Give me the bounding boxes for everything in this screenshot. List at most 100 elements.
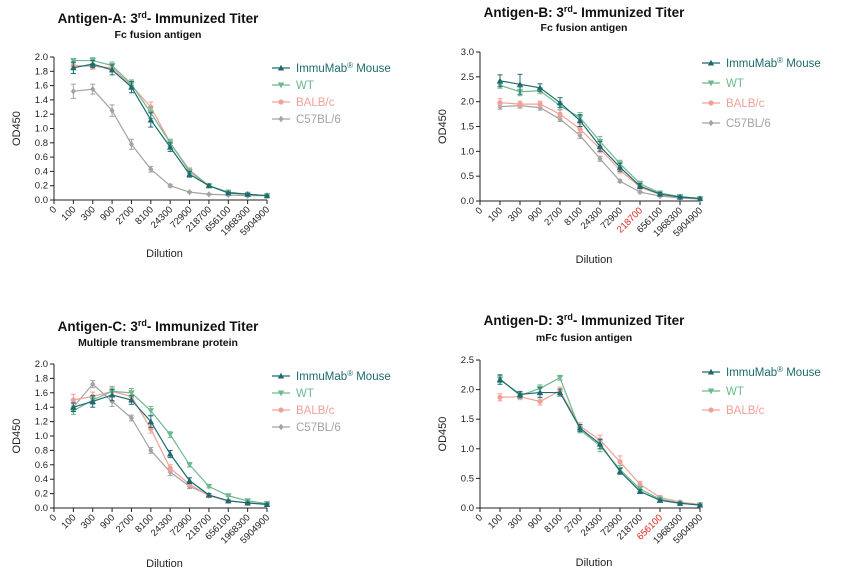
data-point <box>128 414 135 422</box>
legend-marker <box>277 390 285 397</box>
legend-label: BALB/c <box>296 97 335 109</box>
x-tick-label: 0 <box>48 512 60 524</box>
x-tick-label: 300 <box>506 205 525 224</box>
series-immumab-mouse <box>496 73 704 202</box>
chart-title: Antigen-A: 3rd- Immunized Titer <box>58 10 260 26</box>
x-tick-label: 300 <box>79 512 98 531</box>
series-line <box>73 63 268 197</box>
data-point <box>556 389 564 396</box>
data-point <box>244 499 251 506</box>
y-tick-label: 0.0 <box>35 503 48 514</box>
data-point <box>617 459 623 465</box>
data-point <box>167 182 173 189</box>
x-tick-label: 100 <box>486 512 505 531</box>
legend-marker <box>277 64 285 71</box>
y-tick-label: 1.0 <box>461 146 474 157</box>
legend-marker <box>707 368 715 375</box>
x-tick-label: 0 <box>474 512 486 524</box>
data-point <box>656 497 664 503</box>
legend-label: BALB/c <box>296 405 335 417</box>
x-axis-label: Dilution <box>576 254 613 266</box>
x-tick-label: 100 <box>486 205 505 224</box>
x-tick-label: 8100 <box>542 512 565 535</box>
x-axis-label: Dilution <box>146 558 183 570</box>
data-point <box>636 182 644 189</box>
data-point <box>696 195 704 202</box>
data-point <box>557 111 563 117</box>
y-tick-label: 0.5 <box>461 171 474 182</box>
y-tick-label: 1.6 <box>35 388 48 399</box>
data-point <box>147 116 155 123</box>
data-point <box>576 117 584 124</box>
data-point <box>617 177 623 185</box>
data-point <box>225 493 232 499</box>
legend-label: BALB/c <box>726 405 765 417</box>
data-point <box>244 191 251 197</box>
data-point <box>696 501 704 508</box>
series-line <box>73 59 268 197</box>
data-point <box>186 462 193 468</box>
data-point <box>225 497 232 504</box>
y-tick-label: 1.5 <box>461 414 474 425</box>
chart-panel-2: Antigen-B: 3rd- Immunized Titer Fc fusion… <box>437 4 821 266</box>
series-wt <box>70 386 271 507</box>
data-point <box>537 101 543 107</box>
chart-panel-3: Antigen-C: 3rd- Immunized Titer Multiple … <box>11 318 391 570</box>
y-tick-label: 0.8 <box>35 138 48 149</box>
data-point <box>536 389 544 396</box>
y-tick-label: 2.0 <box>461 97 474 108</box>
data-point <box>70 58 77 64</box>
data-point <box>636 488 644 494</box>
legend-marker <box>708 119 714 127</box>
data-point <box>128 390 135 396</box>
y-tick-label: 0.0 <box>35 195 48 206</box>
legend-marker <box>278 99 284 105</box>
data-point <box>205 491 213 498</box>
data-point <box>166 450 174 457</box>
data-point <box>128 396 135 403</box>
data-point <box>676 193 684 200</box>
data-point <box>497 100 503 106</box>
data-point <box>496 376 504 383</box>
series-line <box>73 64 268 197</box>
data-point <box>186 188 193 196</box>
data-point <box>616 164 624 170</box>
data-point <box>656 190 664 197</box>
legend-marker <box>708 407 714 413</box>
legend-label: WT <box>296 388 314 400</box>
chart-subtitle: Fc fusion antigen <box>541 22 628 34</box>
y-tick-label: 0.5 <box>461 473 474 484</box>
data-point <box>186 477 193 484</box>
legend-label: WT <box>726 386 744 398</box>
legend-marker <box>707 80 715 87</box>
data-point <box>205 182 213 189</box>
legend-label: C57BL/6 <box>296 422 341 434</box>
y-tick-label: 1.0 <box>35 431 48 442</box>
chart-subtitle: mFc fusion antigen <box>536 332 632 344</box>
x-tick-label: 2700 <box>114 512 137 535</box>
data-point <box>517 101 523 107</box>
data-point <box>167 465 173 471</box>
data-point <box>166 143 174 150</box>
data-point <box>597 155 603 162</box>
y-tick-label: 0.0 <box>461 196 474 207</box>
y-tick-label: 0.2 <box>35 489 48 500</box>
data-point <box>637 481 643 487</box>
data-point <box>166 432 174 438</box>
y-tick-label: 1.0 <box>461 444 474 455</box>
y-tick-label: 0.2 <box>35 181 48 192</box>
data-point <box>108 66 116 73</box>
series-immumab-mouse <box>496 374 704 508</box>
y-tick-label: 1.0 <box>35 124 48 135</box>
chart-subtitle: Fc fusion antigen <box>115 29 202 41</box>
data-point <box>70 64 77 71</box>
data-point <box>108 391 116 398</box>
x-tick-label: 0 <box>474 205 486 217</box>
legend-label: C57BL/6 <box>296 114 341 126</box>
legend-label: ImmuMab® Mouse <box>726 56 821 70</box>
legend-marker <box>708 100 714 106</box>
y-tick-label: 0.6 <box>35 460 48 471</box>
x-tick-label: 100 <box>59 204 78 223</box>
x-tick-label: 2700 <box>114 204 137 227</box>
